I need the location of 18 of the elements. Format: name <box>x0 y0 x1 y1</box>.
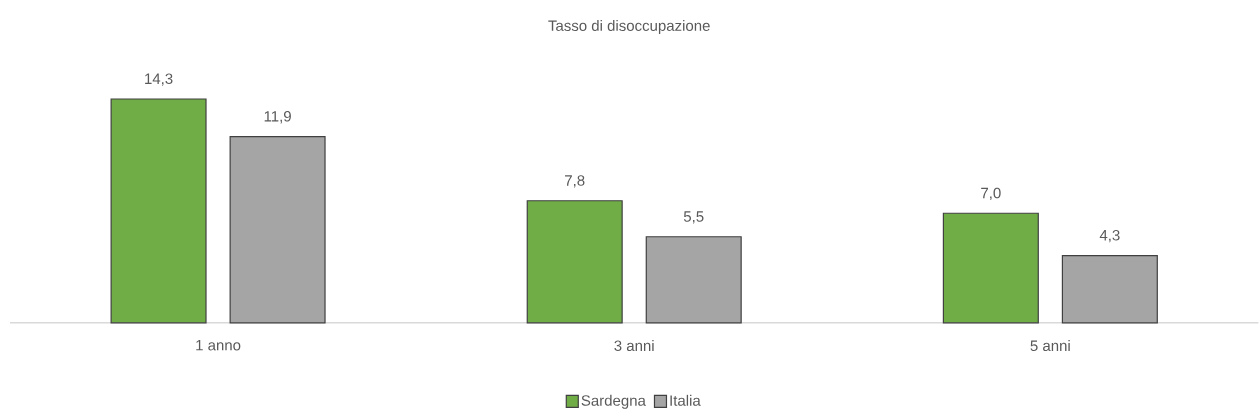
bar <box>942 212 1039 324</box>
data-label: 4,3 <box>1099 229 1120 243</box>
x-tick-label: 5 anni <box>1030 340 1070 352</box>
x-tick-label: 1 anno <box>196 340 241 351</box>
data-label: 11,9 <box>264 111 291 124</box>
bar <box>526 200 623 324</box>
chart-title: Tasso di disoccupazione <box>548 20 710 34</box>
data-label: 7,8 <box>565 175 585 188</box>
bar <box>1061 254 1158 324</box>
data-label: 14,3 <box>145 73 173 86</box>
x-tick-label: 3 anni <box>614 340 654 352</box>
data-label: 7,0 <box>981 187 1001 201</box>
bar <box>645 236 742 324</box>
bar <box>229 136 326 324</box>
bar <box>110 98 207 324</box>
legend-label: Italia <box>670 394 701 406</box>
legend-label: Sardegna <box>581 394 646 409</box>
data-label: 5,5 <box>683 211 704 224</box>
